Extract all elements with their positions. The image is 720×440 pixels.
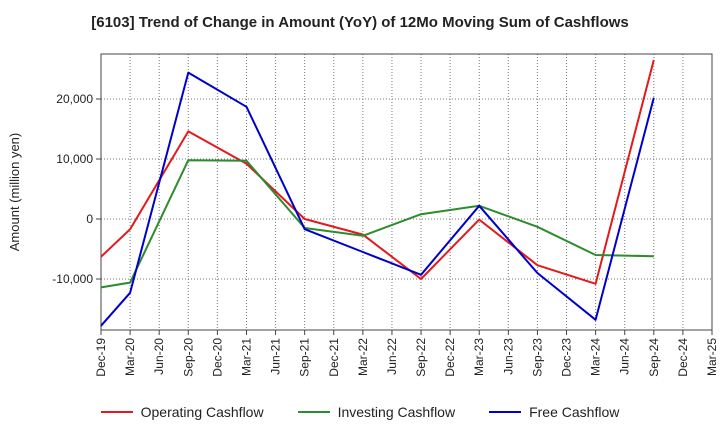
series-lines: [100, 59, 655, 327]
x-tick-label: Sep-23: [530, 338, 544, 377]
x-tick-label: Jun-22: [385, 338, 399, 375]
legend-swatch: [489, 411, 522, 413]
x-tick-label: Mar-22: [356, 338, 370, 376]
gridlines: [100, 54, 713, 330]
legend-label: Investing Cashflow: [337, 404, 456, 420]
x-tick-label: Jun-21: [269, 338, 283, 375]
x-tick-label: Dec-20: [210, 338, 224, 377]
y-tick-label: -10,000: [52, 272, 93, 286]
legend-label: Free Cashflow: [529, 404, 620, 420]
plot-frame: [100, 53, 713, 331]
x-tick-label: Dec-21: [327, 338, 341, 377]
legend: Operating Cashflow Investing Cashflow Free…: [0, 404, 720, 420]
x-tick-label: Mar-23: [472, 338, 486, 376]
x-tick-label: Dec-19: [94, 338, 108, 377]
x-tick-label: Sep-24: [647, 338, 661, 377]
legend-item-operating-cashflow: Operating Cashflow: [100, 404, 264, 420]
x-tick-label: Mar-24: [589, 338, 603, 376]
x-tick-label: Jun-24: [618, 338, 632, 375]
x-tick-label: Jun-20: [152, 338, 166, 375]
x-tick-label: Mar-21: [239, 338, 253, 376]
legend-swatch: [100, 411, 133, 413]
x-tick-label: Mar-25: [705, 338, 719, 376]
x-tick-label: Mar-20: [123, 338, 137, 376]
x-tick-label: Sep-20: [181, 338, 195, 377]
x-tick-label: Sep-21: [298, 338, 312, 377]
series-line-free-cashflow: [100, 71, 655, 327]
legend-item-investing-cashflow: Investing Cashflow: [297, 404, 456, 420]
x-tick-label: Dec-23: [560, 338, 574, 377]
x-tick-label: Dec-24: [676, 338, 690, 377]
x-tick-label: Sep-22: [414, 338, 428, 377]
axes: [96, 53, 713, 335]
series-line-investing-cashflow: [100, 159, 654, 289]
y-tick-label: 0: [86, 212, 93, 226]
tick-labels: -10,000 0 10,000 20,000 Dec-19 Mar-20 Jun-20 Se…: [7, 92, 719, 377]
y-tick-label: 10,000: [56, 152, 93, 166]
x-tick-label: Jun-23: [501, 338, 515, 375]
legend-label: Operating Cashflow: [140, 404, 264, 420]
legend-swatch: [297, 411, 330, 413]
chart-title: [6103] Trend of Change in Amount (YoY) o…: [91, 14, 629, 31]
y-tick-label: 20,000: [56, 92, 93, 106]
x-tick-label: Dec-22: [443, 338, 457, 377]
y-axis-title: Amount (million yen): [7, 133, 22, 252]
series-line-operating-cashflow: [100, 59, 655, 285]
legend-item-free-cashflow: Free Cashflow: [489, 404, 619, 420]
